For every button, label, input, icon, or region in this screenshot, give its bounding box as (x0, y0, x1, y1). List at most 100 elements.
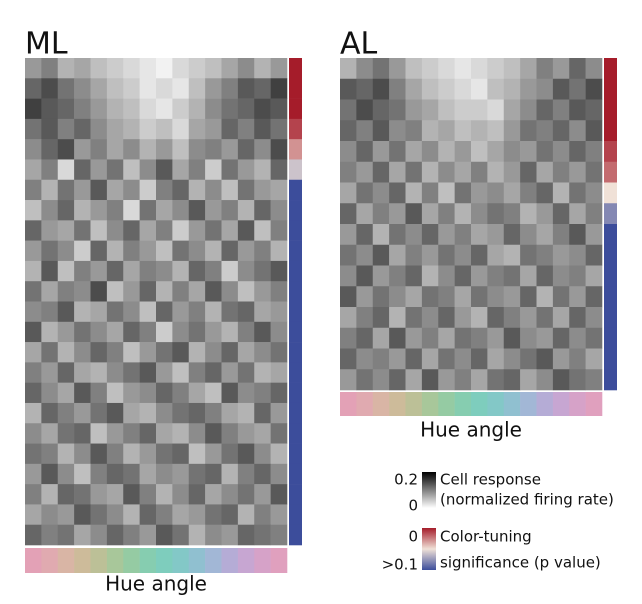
heatmap-cell (405, 78, 423, 100)
heatmap-cell (221, 362, 239, 383)
heatmap-cell (389, 203, 406, 225)
heatmap-cell (123, 484, 140, 505)
heatmap-cell (41, 463, 59, 485)
significance-cell (289, 463, 302, 485)
heatmap-cell (205, 484, 222, 505)
significance-cell (289, 240, 302, 262)
heatmap-cell (503, 265, 521, 287)
heatmap-cell (106, 301, 124, 323)
heatmap-cell (454, 327, 472, 349)
heatmap-cell (74, 301, 91, 323)
heatmap-cell (421, 58, 439, 80)
heatmap-cell (237, 504, 255, 526)
heatmap-cell (520, 161, 537, 183)
heatmap-cell (536, 327, 554, 349)
heatmap-cell (41, 382, 59, 404)
heatmap-cell (520, 182, 537, 204)
heatmap-cell (503, 141, 521, 163)
heatmap-cell (270, 159, 288, 181)
hue-swatch (569, 392, 586, 416)
heatmap-cell (372, 99, 390, 121)
significance-cell (604, 369, 617, 391)
heatmap-cell (438, 99, 455, 121)
heatmap-cell (25, 382, 42, 404)
heatmap-cell (487, 224, 505, 246)
heatmap-cell (569, 99, 586, 121)
heatmap-cell (471, 99, 488, 121)
heatmap-cell (356, 327, 374, 349)
heatmap-cell (188, 220, 206, 241)
significance-cell (289, 98, 302, 120)
heatmap-cell (156, 484, 173, 505)
heatmap-cell (221, 118, 239, 140)
heatmap-cell (405, 182, 423, 204)
heatmap-cell (405, 203, 423, 225)
heatmap-cell (536, 369, 554, 391)
heatmap-cell (454, 141, 472, 163)
heatmap-cell (25, 321, 42, 343)
heatmap-cell (536, 141, 554, 163)
hue-swatch (237, 548, 255, 573)
heatmap-cell (487, 286, 505, 308)
heatmap-cell (372, 78, 390, 100)
hue-swatch (552, 392, 570, 416)
heatmap-cell (172, 200, 190, 221)
heatmap-cell (41, 281, 59, 302)
heatmap-cell (90, 139, 108, 160)
heatmap-cell (552, 286, 570, 308)
heatmap-cell (270, 200, 288, 221)
heatmap-cell (123, 220, 140, 241)
heatmap-cell (172, 423, 190, 444)
heatmap-cell (372, 265, 390, 287)
significance-cell (289, 78, 302, 99)
heatmap-cell (41, 402, 59, 424)
heatmap-cell (569, 120, 586, 142)
heatmap-cell (41, 118, 59, 140)
hue-swatch (123, 548, 140, 573)
heatmap-cell (421, 224, 439, 246)
heatmap-cell (57, 362, 75, 383)
heatmap-cell (405, 99, 423, 121)
significance-cell (289, 382, 302, 404)
hue-swatch (25, 548, 42, 573)
heatmap-cell (57, 463, 75, 485)
heatmap-cell (372, 58, 390, 80)
heatmap-cell (389, 244, 406, 266)
heatmap-cell (270, 78, 288, 99)
heatmap-cell (405, 120, 423, 142)
heatmap-cell (405, 327, 423, 349)
heatmap-cell (471, 265, 488, 287)
significance-cell (604, 141, 617, 163)
heatmap-cell (106, 240, 124, 262)
heatmap-cell (123, 301, 140, 323)
heatmap-cell (188, 484, 206, 505)
heatmap-cell (90, 260, 108, 282)
hue-swatch (188, 548, 206, 573)
heatmap-cell (156, 362, 173, 383)
significance-cell (289, 504, 302, 526)
significance-cell (289, 159, 302, 181)
heatmap-cell (106, 139, 124, 160)
heatmap-cell (270, 382, 288, 404)
heatmap-cell (90, 118, 108, 140)
heatmap-cell (503, 244, 521, 266)
heatmap-cell (90, 301, 108, 323)
heatmap-cell (389, 224, 406, 246)
heatmap-cell (123, 504, 140, 526)
heatmap-cell (90, 504, 108, 526)
heatmap-cell (221, 179, 239, 201)
heatmap-cell (356, 369, 374, 391)
heatmap-cell (41, 58, 59, 79)
heatmap-cell (139, 362, 157, 383)
heatmap-cell (123, 402, 140, 424)
heatmap-cell (221, 78, 239, 99)
panel-title: ML (25, 27, 68, 62)
heatmap-cell (90, 78, 108, 99)
heatmap-cell (340, 286, 357, 308)
significance-cell (289, 179, 302, 201)
heatmap-cell (41, 524, 59, 546)
heatmap-cell (139, 240, 157, 262)
heatmap-cell (421, 369, 439, 391)
heatmap-cell (405, 286, 423, 308)
heatmap-cell (270, 58, 288, 79)
